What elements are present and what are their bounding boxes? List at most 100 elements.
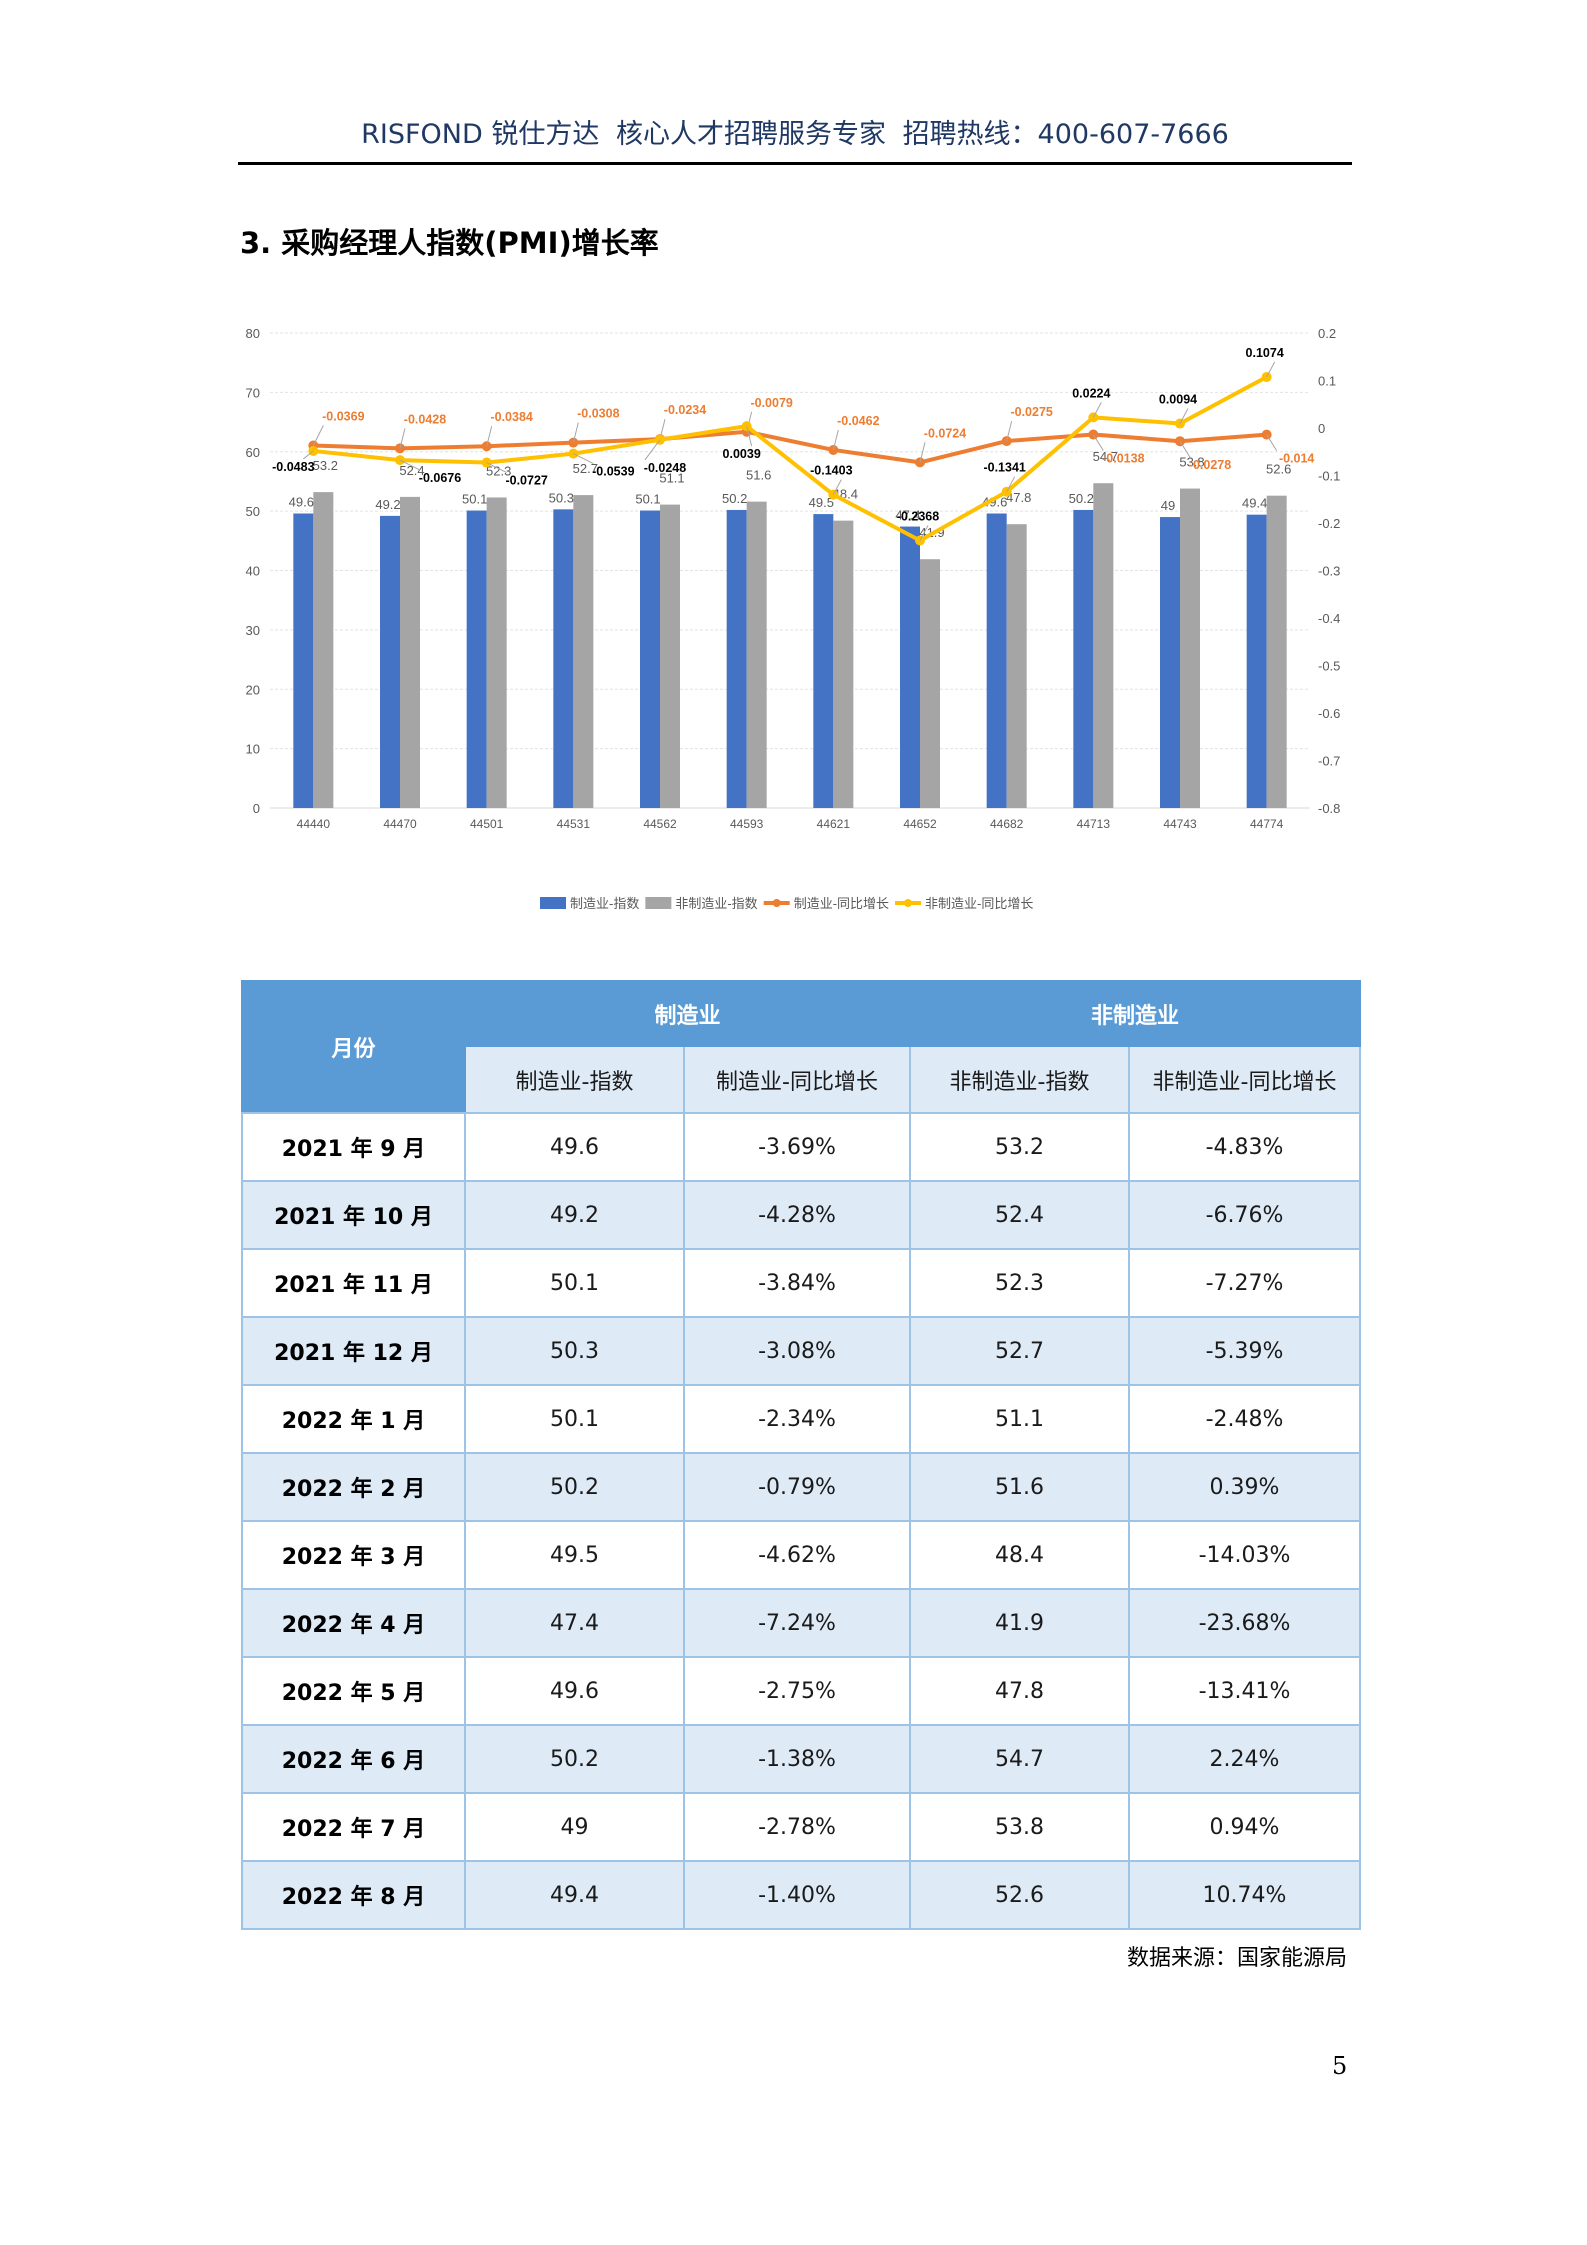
y-left-tick: 20	[246, 682, 260, 697]
cell-month: 2022 年 2 月	[241, 1452, 466, 1522]
leader-line	[399, 428, 406, 449]
table-row: 2022 年 6 月 50.2 -1.38% 54.7 2.24%	[241, 1724, 1361, 1794]
y-left-tick: 50	[246, 504, 260, 519]
line-label: -0.0275	[1010, 405, 1052, 419]
leader-line	[1179, 440, 1191, 458]
leader-line	[1266, 361, 1276, 378]
col-header-mfg-yoy: 制造业-同比增长	[683, 1045, 911, 1114]
x-tick: 44470	[383, 817, 417, 831]
line-label: -0.2368	[897, 509, 939, 523]
bar-label: 53.8	[1179, 455, 1204, 470]
leader-line	[1006, 420, 1013, 442]
y-left-tick: 60	[246, 445, 260, 460]
leader-line	[303, 450, 314, 460]
table-row: 2021 年 11 月 50.1 -3.84% 52.3 -7.27%	[241, 1248, 1361, 1318]
section-title: 3. 采购经理人指数(PMI)增长率	[240, 226, 659, 260]
month-header: 月份	[241, 980, 466, 1114]
cell-nonmfg-yoy: -5.39%	[1128, 1316, 1361, 1386]
bar-label: 50.3	[549, 490, 574, 505]
leader-line	[746, 426, 753, 447]
x-tick: 44774	[1250, 817, 1284, 831]
leader-line	[1266, 434, 1278, 451]
line-label: 0.0039	[723, 447, 761, 461]
bar-label: 52.3	[486, 463, 511, 478]
x-tick: 44682	[990, 817, 1024, 831]
page-number: 5	[1332, 2052, 1348, 2080]
cell-nonmfg-yoy: -4.83%	[1128, 1112, 1361, 1182]
group-header-manufacturing: 制造业	[464, 980, 911, 1047]
leader-line	[486, 462, 507, 473]
cell-month: 2022 年 4 月	[241, 1588, 466, 1658]
cell-mfg-index: 50.2	[464, 1724, 685, 1794]
page-header: RISFOND 锐仕方达 核心人才招聘服务专家 招聘热线：400-607-766…	[238, 112, 1352, 152]
cell-nonmfg-index: 47.8	[909, 1656, 1130, 1726]
cell-month: 2021 年 9 月	[241, 1112, 466, 1182]
table-row: 2022 年 4 月 47.4 -7.24% 41.9 -23.68%	[241, 1588, 1361, 1658]
line-label: -0.0278	[1189, 458, 1231, 472]
cell-mfg-index: 49.6	[464, 1112, 685, 1182]
bar	[466, 510, 487, 808]
legend-swatch	[645, 897, 672, 909]
x-tick: 44593	[730, 817, 764, 831]
leader-line	[1092, 402, 1102, 418]
bar-label: 49.2	[375, 497, 400, 512]
legend-marker	[772, 899, 781, 907]
bar-label: 47.4	[895, 508, 920, 523]
y-left-tick: 80	[246, 326, 260, 341]
header-hotline: 招聘热线：400-607-7666	[902, 119, 1229, 150]
cell-mfg-yoy: -3.08%	[683, 1316, 911, 1386]
cell-month: 2021 年 11 月	[241, 1248, 466, 1318]
group-header-non-manufacturing: 非制造业	[909, 980, 1361, 1047]
col-header-nonmfg-yoy: 非制造业-同比增长	[1128, 1045, 1361, 1114]
bar-label: 51.6	[746, 468, 771, 483]
line-marker	[741, 421, 752, 432]
line-label: -0.014	[1279, 452, 1314, 466]
line-marker	[1088, 412, 1099, 423]
leader-line	[312, 425, 324, 446]
cell-month: 2022 年 5 月	[241, 1656, 466, 1726]
line-label: -0.0384	[490, 410, 532, 424]
cell-mfg-index: 50.1	[464, 1248, 685, 1318]
bar-label: 49	[1161, 498, 1175, 513]
header-divider	[238, 162, 1352, 165]
bar-label: 49.6	[982, 495, 1007, 510]
bar	[1180, 488, 1200, 808]
leader-line	[832, 479, 842, 495]
bar-label: 49.4	[1242, 496, 1267, 511]
cell-nonmfg-yoy: 0.94%	[1128, 1792, 1361, 1862]
x-tick: 44440	[297, 817, 331, 831]
bar-label: 47.8	[1006, 490, 1031, 505]
cell-nonmfg-yoy: 2.24%	[1128, 1724, 1361, 1794]
cell-nonmfg-index: 53.8	[909, 1792, 1130, 1862]
bar	[900, 526, 920, 808]
x-tick: 44652	[903, 817, 937, 831]
table-row: 2022 年 3 月 49.5 -4.62% 48.4 -14.03%	[241, 1520, 1361, 1590]
line-marker	[1088, 429, 1099, 440]
bar	[486, 497, 507, 808]
leader-line	[644, 439, 661, 461]
cell-mfg-yoy: -7.24%	[683, 1588, 911, 1658]
cell-mfg-yoy: -2.34%	[683, 1384, 911, 1454]
cell-mfg-index: 49.4	[464, 1860, 685, 1930]
cell-mfg-index: 47.4	[464, 1588, 685, 1658]
leader-line	[399, 459, 421, 471]
y-left-tick: 70	[246, 385, 260, 400]
line-label: -0.0483	[272, 460, 314, 474]
cell-month: 2022 年 1 月	[241, 1384, 466, 1454]
x-tick: 44743	[1163, 817, 1197, 831]
y-left-tick: 30	[246, 623, 260, 638]
cell-nonmfg-index: 51.1	[909, 1384, 1130, 1454]
cell-month: 2021 年 12 月	[241, 1316, 466, 1386]
cell-nonmfg-yoy: -7.27%	[1128, 1248, 1361, 1318]
line-label: -0.0234	[664, 403, 706, 417]
cell-mfg-index: 49.5	[464, 1520, 685, 1590]
cell-mfg-yoy: -3.69%	[683, 1112, 911, 1182]
y-right-tick: -0.5	[1318, 659, 1340, 674]
line-label: -0.0727	[505, 474, 547, 488]
table-row: 2022 年 1 月 50.1 -2.34% 51.1 -2.48%	[241, 1384, 1361, 1454]
leader-line	[486, 426, 493, 447]
cell-mfg-index: 49.2	[464, 1180, 685, 1250]
line-label: -0.0248	[644, 461, 686, 475]
line-label: 0.1074	[1246, 346, 1284, 360]
bar	[400, 496, 420, 808]
